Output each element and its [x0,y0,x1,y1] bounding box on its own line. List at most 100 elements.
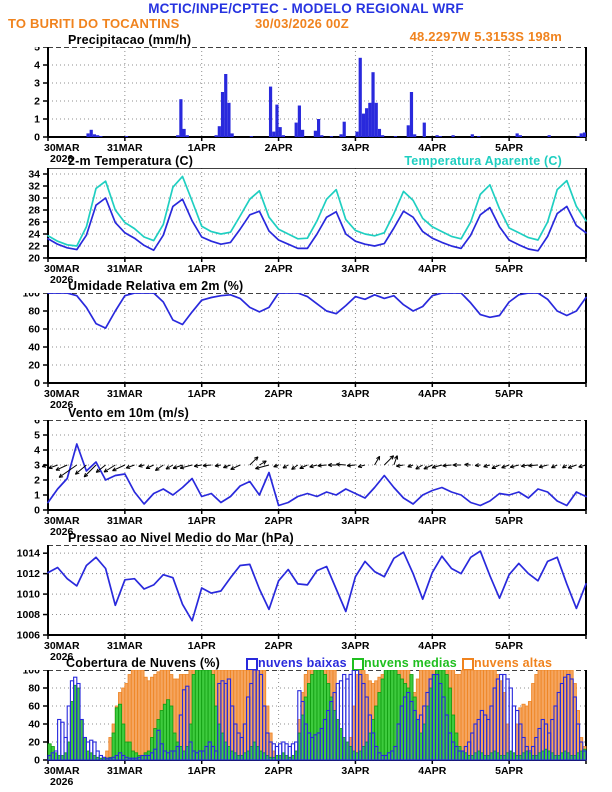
svg-text:30MAR: 30MAR [44,263,80,275]
svg-text:2026: 2026 [50,651,74,663]
pressure-chart: 1006 1008 1010 1012 1014 30MAR 31MAR 1APR 2APR 3A… [17,545,587,663]
svg-text:5APR: 5APR [495,765,523,777]
svg-text:60: 60 [28,324,40,336]
svg-text:1010: 1010 [17,589,41,601]
svg-text:1APR: 1APR [188,640,216,652]
svg-text:3: 3 [34,460,40,472]
svg-text:28: 28 [28,205,40,217]
svg-text:31MAR: 31MAR [107,515,143,527]
precip-bars [86,57,586,137]
svg-text:5APR: 5APR [495,640,523,652]
svg-text:1APR: 1APR [188,515,216,527]
svg-text:3: 3 [34,78,40,90]
legend-label-nuvens-altas: nuvens altas [474,656,553,670]
svg-text:5APR: 5APR [495,388,523,400]
svg-text:2APR: 2APR [265,515,293,527]
svg-text:3APR: 3APR [341,142,369,154]
svg-text:0: 0 [34,505,40,517]
svg-text:2APR: 2APR [265,142,293,154]
pressure-panel-title: Pressao ao Nivel Medio do Mar (hPa) [68,531,294,545]
svg-text:40: 40 [28,342,40,354]
cloud-cover-chart: 0 20 40 60 80 100 30MAR 31MAR 1APR 2APR 3APR 4APR 5A… [22,670,587,788]
svg-text:6: 6 [34,420,40,427]
svg-text:5APR: 5APR [495,515,523,527]
apparent-temp-title: Temperatura Aparente (C) [404,154,562,168]
svg-text:3APR: 3APR [341,263,369,275]
series-line [47,175,587,247]
axes: 0 1 2 3 4 5 6 30MAR 31MAR 1APR 2APR 3APR 4APR 5APR 202… [34,420,587,538]
svg-text:4APR: 4APR [418,515,446,527]
svg-text:1: 1 [34,114,40,126]
svg-text:0: 0 [34,378,40,390]
svg-text:2APR: 2APR [265,388,293,400]
series-line [47,550,587,622]
svg-text:24: 24 [28,229,40,241]
svg-text:5: 5 [34,47,40,54]
humidity-chart: 0 20 40 60 80 100 30MAR 31MAR 1APR 2APR 3APR 4APR 5A… [22,293,587,411]
svg-text:31MAR: 31MAR [107,765,143,777]
svg-text:3APR: 3APR [341,640,369,652]
axes: 1006 1008 1010 1012 1014 30MAR 31MAR 1APR 2APR 3A… [17,545,587,663]
svg-text:1APR: 1APR [188,142,216,154]
svg-text:80: 80 [28,683,40,695]
svg-text:5APR: 5APR [495,142,523,154]
svg-text:2APR: 2APR [265,263,293,275]
svg-text:3APR: 3APR [341,388,369,400]
svg-text:40: 40 [28,719,40,731]
cloud-bars [47,670,587,761]
svg-text:1012: 1012 [17,568,41,580]
svg-text:1008: 1008 [17,609,41,621]
cloud-bars [47,670,587,761]
svg-text:4APR: 4APR [418,388,446,400]
svg-text:4APR: 4APR [418,640,446,652]
svg-text:34: 34 [28,169,40,181]
svg-text:100: 100 [22,293,40,300]
svg-text:5: 5 [34,430,40,442]
svg-text:1APR: 1APR [188,388,216,400]
svg-text:30MAR: 30MAR [44,388,80,400]
axes: 0 20 40 60 80 100 30MAR 31MAR 1APR 2APR 3APR 4APR 5A… [22,293,587,411]
svg-text:22: 22 [28,241,40,253]
precipitation-chart: 0 1 2 3 4 5 30MAR 31MAR 1APR 2APR 3APR 4APR 5APR 2026 [34,47,587,165]
svg-text:100: 100 [22,670,40,677]
svg-text:1APR: 1APR [188,263,216,275]
svg-text:1APR: 1APR [188,765,216,777]
svg-text:2APR: 2APR [265,765,293,777]
svg-text:30MAR: 30MAR [44,765,80,777]
page-title: MCTIC/INPE/CPTEC - MODELO REGIONAL WRF [148,1,464,16]
svg-text:32: 32 [28,181,40,193]
svg-text:30: 30 [28,193,40,205]
wind-chart: 0 1 2 3 4 5 6 30MAR 31MAR 1APR 2APR 3APR 4APR 5APR 202… [34,420,587,538]
svg-text:2026: 2026 [50,526,74,538]
svg-text:60: 60 [28,701,40,713]
svg-text:2: 2 [34,475,40,487]
svg-text:4: 4 [34,445,40,457]
svg-text:4APR: 4APR [418,765,446,777]
svg-text:20: 20 [28,737,40,749]
precip-panel-title: Precipitacao (mm/h) [68,33,192,47]
svg-text:2026: 2026 [50,274,74,286]
svg-text:26: 26 [28,217,40,229]
series-line [47,443,587,507]
svg-text:80: 80 [28,306,40,318]
series-line [47,293,587,329]
temp-panel-title: 2-m Temperatura (C) [68,154,194,168]
clouds-panel-title: Cobertura de Nuvens (%) [66,656,220,670]
svg-text:31MAR: 31MAR [107,263,143,275]
svg-text:2026: 2026 [50,153,74,165]
svg-text:4: 4 [34,60,40,72]
svg-text:31MAR: 31MAR [107,388,143,400]
svg-text:31MAR: 31MAR [107,142,143,154]
svg-text:1: 1 [34,490,40,502]
svg-text:1006: 1006 [17,630,41,642]
station-name: TO BURITI DO TOCANTINS [8,16,180,31]
svg-text:2APR: 2APR [265,640,293,652]
gridlines [48,47,586,137]
series-line [47,197,587,252]
gridlines [48,545,586,635]
svg-text:20: 20 [28,253,40,265]
svg-text:3APR: 3APR [341,515,369,527]
